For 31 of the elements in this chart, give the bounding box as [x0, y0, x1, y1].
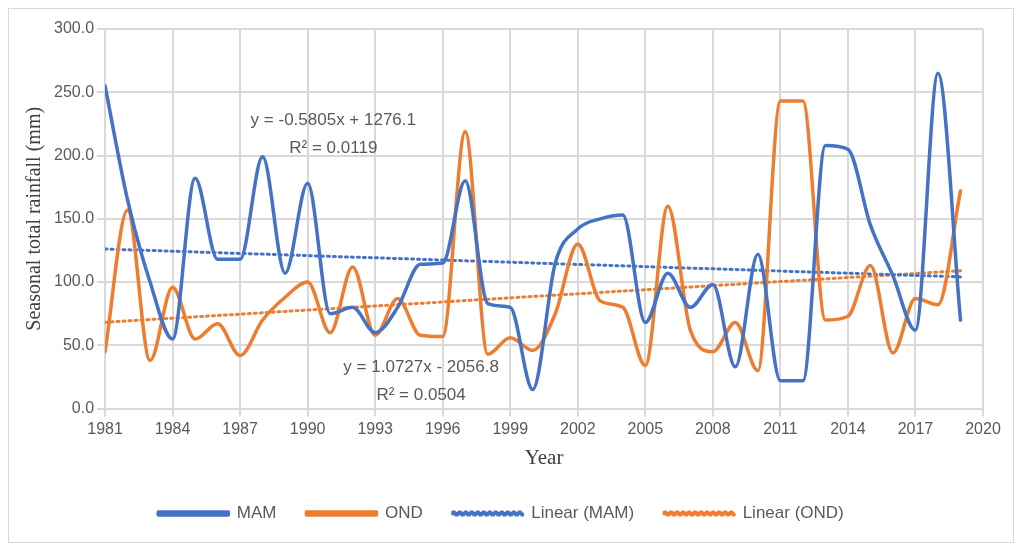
x-tick-label: 1984: [154, 419, 191, 437]
x-tick-label: 2017: [897, 419, 934, 437]
x-tick-label: 1990: [289, 419, 326, 437]
x-tick-label: 1999: [492, 419, 529, 437]
y-tick-label: 300.0: [53, 19, 95, 37]
x-tick-label: 1987: [222, 419, 259, 437]
x-tick-label: 1993: [357, 419, 394, 437]
y-tick-label: 200.0: [53, 145, 95, 163]
y-tick-label: 150.0: [53, 209, 95, 227]
y-axis-title: Seasonal total rainfall (mm): [22, 106, 46, 331]
x-tick-label: 2008: [695, 419, 731, 437]
y-tick-label: 100.0: [53, 272, 95, 290]
y-tick-label: 0.0: [71, 399, 95, 417]
y-tick-label: 250.0: [53, 82, 95, 100]
y-tick-label: 50.0: [62, 335, 95, 353]
x-tick-label: 1981: [87, 419, 123, 437]
x-tick-label: 2002: [559, 419, 596, 437]
legend-label: Linear (MAM): [531, 503, 635, 523]
annotation: y = 1.0727x - 2056.8: [343, 356, 499, 376]
legend-label: MAM: [236, 503, 277, 523]
x-tick-label: 2014: [830, 419, 866, 437]
annotation: R² = 0.0504: [376, 385, 466, 404]
legend-label: Linear (OND): [742, 503, 844, 523]
annotation: y = -0.5805x + 1276.1: [250, 109, 417, 129]
legend-label: OND: [384, 503, 423, 523]
annotation: R² = 0.0119: [289, 138, 378, 158]
x-tick-label: 2020: [965, 419, 1001, 437]
x-tick-label: 2005: [627, 419, 664, 437]
x-tick-label: 1996: [424, 419, 461, 437]
x-axis-title: Year: [524, 444, 564, 469]
x-tick-label: 2011: [763, 419, 798, 437]
